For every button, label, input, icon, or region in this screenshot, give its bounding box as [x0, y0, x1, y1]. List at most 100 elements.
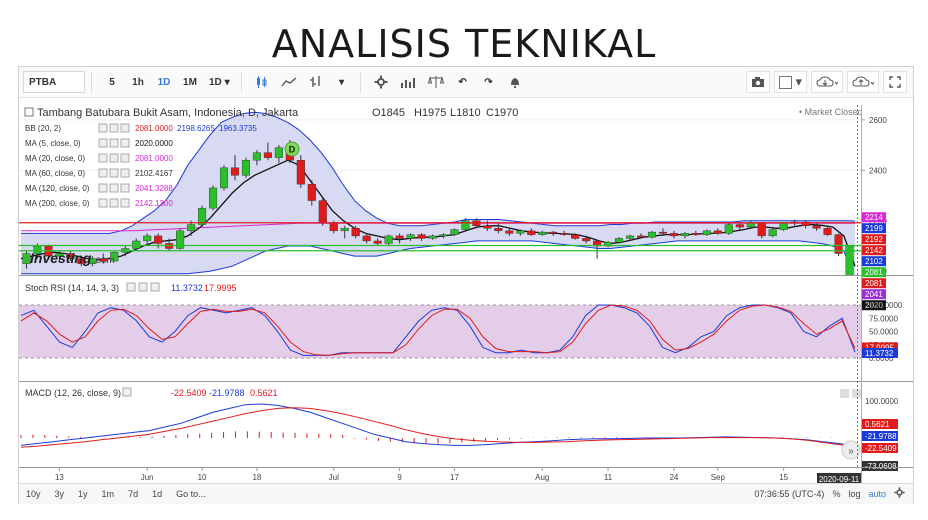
toolbar-right-group: ▾	[745, 71, 907, 93]
indicator-control-icon	[109, 138, 119, 148]
candle-body	[263, 152, 272, 158]
time-tick-label: 15	[779, 473, 788, 482]
candle-body	[713, 230, 722, 234]
price-tag	[862, 256, 886, 267]
cloud-upload-icon[interactable]	[847, 71, 879, 93]
stoch-tag-label: 11.3732	[865, 349, 894, 358]
camera-icon[interactable]	[745, 71, 770, 93]
fullscreen-icon[interactable]	[883, 71, 907, 93]
template-dropdown[interactable]: ▾	[773, 71, 807, 93]
interval-dropdown-button[interactable]: 1D ▾	[204, 71, 235, 93]
redo-icon[interactable]: ↷	[484, 76, 493, 88]
candle-style-icon[interactable]	[250, 71, 274, 93]
bar-style-icon[interactable]	[304, 71, 328, 93]
auto-toggle[interactable]: auto	[868, 488, 886, 499]
symbol-input[interactable]: PTBA	[23, 71, 85, 93]
candle-body	[669, 233, 678, 237]
indicator-label: MA (20, close, 0)	[25, 154, 85, 163]
square-icon	[778, 75, 792, 89]
candle-body	[625, 235, 635, 239]
pane-close-icon[interactable]	[852, 389, 861, 398]
candle-body	[318, 200, 327, 224]
candle-body	[779, 223, 788, 230]
price-tick-label: 2400	[869, 166, 887, 175]
indicator-label: MA (120, close, 0)	[25, 184, 90, 193]
indicator-legend: BB (20, 2) 2081.0000 2198.6265 1963.3735 MA …	[25, 123, 257, 208]
time-tick-label: 17	[450, 473, 459, 482]
candle-body	[724, 224, 733, 234]
interval-1d-button[interactable]: 1D	[157, 76, 171, 88]
log-toggle[interactable]: log	[848, 488, 861, 499]
cloud-download-icon[interactable]	[811, 71, 843, 93]
bottombar-right: 07:36:55 (UTC-4) % log auto	[754, 487, 905, 500]
interval-5min-button[interactable]: 5	[109, 76, 115, 88]
candle-body	[636, 235, 646, 238]
range-7d[interactable]: 7d	[128, 489, 139, 499]
marker-label: D	[289, 145, 296, 155]
indicator-control-icon	[98, 198, 108, 208]
candle-body	[241, 160, 251, 176]
candle-body	[615, 238, 624, 243]
compare-scale-icon[interactable]	[423, 71, 449, 93]
style-dropdown-icon[interactable]: ▾	[339, 76, 345, 88]
price-tag	[862, 267, 886, 278]
candle-body	[680, 233, 689, 237]
gear-icon[interactable]	[369, 71, 393, 93]
candle-body	[296, 160, 305, 185]
percent-toggle[interactable]: %	[832, 488, 841, 499]
macd-settings-icon[interactable]	[122, 387, 132, 397]
candle-body	[230, 167, 240, 176]
stoch-tag-label: 17.9995	[865, 343, 894, 352]
stoch-eye-icon[interactable]	[138, 282, 148, 292]
indicator-control-icon	[98, 153, 108, 163]
candle-body	[22, 253, 31, 264]
candle-body	[658, 231, 668, 234]
price-tag-label: 2199	[865, 224, 883, 233]
macd-tick-label: 100.0000	[865, 397, 899, 406]
range-1m[interactable]: 1m	[101, 489, 115, 499]
indicator-label: MA (60, close, 0)	[25, 169, 85, 178]
range-10y[interactable]: 10y	[26, 489, 41, 499]
price-pane: D Investing .com Tambang Batubara Bukit …	[19, 107, 913, 311]
range-3y[interactable]: 3y	[54, 489, 65, 499]
goto-date-link[interactable]: Go to...	[176, 489, 206, 499]
interval-1m-button[interactable]: 1M	[183, 76, 197, 88]
stoch-tick-label: 50.0000	[869, 328, 898, 337]
stoch-settings-icon[interactable]	[126, 282, 136, 292]
indicator-control-icon	[120, 183, 130, 193]
scroll-right-circle[interactable]	[841, 440, 861, 460]
alert-bell-icon[interactable]	[503, 71, 527, 93]
candle-body	[582, 238, 591, 242]
stoch-lines	[20, 304, 856, 356]
chart-canvas[interactable]: D Investing .com Tambang Batubara Bukit …	[19, 97, 913, 483]
interval-1h-button[interactable]: 1h	[132, 76, 144, 88]
range-1y[interactable]: 1y	[78, 489, 88, 499]
legend-high: H1975	[414, 107, 446, 119]
price-tag	[862, 289, 886, 300]
gear-icon[interactable]	[894, 487, 905, 500]
area-style-icon[interactable]	[276, 71, 302, 93]
pane-maximize-icon[interactable]	[840, 389, 849, 398]
macd-tag	[862, 431, 898, 441]
range-1d[interactable]: 1d	[152, 489, 163, 499]
candle-body	[99, 258, 108, 262]
undo-icon[interactable]: ↶	[458, 76, 467, 88]
candle-body	[439, 234, 448, 237]
macd-pane: MACD (12, 26, close, 9) -22.5409 -21.978…	[20, 387, 899, 471]
indicator-control-icon	[109, 183, 119, 193]
macd-axis: 100.0000 -73.0608 0.5621 -21.9788 -22.5409	[862, 397, 899, 471]
collapse-icon[interactable]	[24, 107, 34, 117]
price-tag-label: 2020	[865, 301, 883, 310]
marker-circle	[284, 141, 300, 157]
scroll-right-button[interactable]: »	[841, 440, 861, 460]
indicator-value: 2081.0000	[135, 124, 173, 133]
toolbar-divider	[359, 72, 361, 92]
interval-dropdown-label: 1D	[209, 76, 222, 88]
stoch-close-icon[interactable]	[150, 282, 160, 292]
legend-title: Tambang Batubara Bukit Asam, Indonesia, …	[37, 107, 299, 119]
candle-body	[834, 234, 843, 254]
macd-tag	[862, 443, 898, 453]
time-tick-label: Sep	[711, 473, 726, 482]
candle-body	[406, 234, 415, 239]
indicators-icon[interactable]	[395, 71, 421, 93]
